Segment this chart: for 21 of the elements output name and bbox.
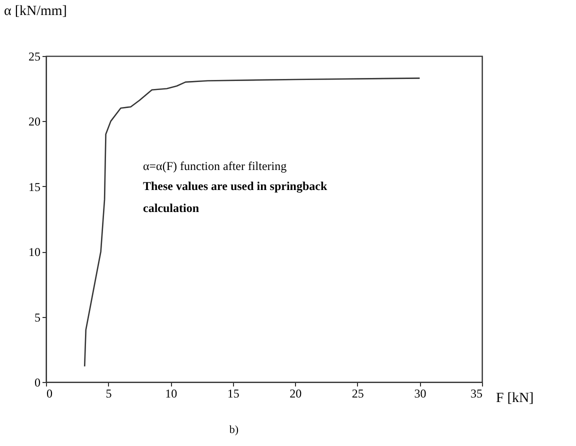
line-series bbox=[84, 78, 420, 367]
annotation: α=α(F) function after filtering bbox=[143, 159, 287, 173]
annotation: calculation bbox=[143, 201, 200, 215]
y-tick-label: 5 bbox=[34, 310, 40, 324]
y-axis-title: α [kN/mm] bbox=[4, 4, 67, 19]
y-tick-label: 20 bbox=[28, 114, 40, 129]
x-tick-label: 20 bbox=[290, 386, 302, 400]
x-axis-title: F [kN] bbox=[496, 391, 534, 406]
x-tick-label: 10 bbox=[165, 386, 178, 400]
y-tick-label: 25 bbox=[28, 50, 40, 64]
annotation: These values are used in springback bbox=[143, 179, 328, 193]
x-tick-label: 5 bbox=[106, 386, 112, 400]
x-tick-label: 30 bbox=[414, 386, 426, 400]
y-tick-label: 0 bbox=[34, 376, 40, 390]
text: b) bbox=[229, 424, 239, 436]
y-tick-label: 10 bbox=[28, 245, 40, 260]
x-tick-label: 25 bbox=[352, 386, 364, 400]
x-tick-label: 15 bbox=[227, 386, 240, 400]
y-tick-label: 15 bbox=[28, 180, 40, 194]
x-tick-label: 35 bbox=[470, 386, 482, 400]
x-tick-label: 0 bbox=[46, 386, 52, 400]
